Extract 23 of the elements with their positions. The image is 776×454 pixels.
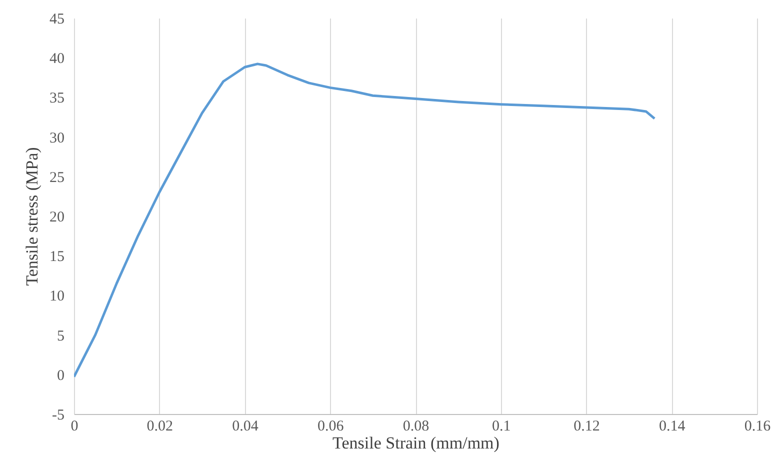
y-tick-label: 10 xyxy=(50,288,64,305)
y-tick-label: 15 xyxy=(50,249,64,266)
y-tick-label: 0 xyxy=(57,368,64,384)
y-tick-label: -5 xyxy=(52,408,64,424)
line-series xyxy=(74,62,656,378)
x-tick-label: 0.16 xyxy=(744,418,772,434)
y-tick-label: 45 xyxy=(50,12,64,28)
y-tick-label: 25 xyxy=(50,170,64,186)
x-axis-title: Tensile Strain (mm/mm) xyxy=(332,434,500,452)
x-tick-label: 0.14 xyxy=(659,418,686,434)
x-tick-label: 0.04 xyxy=(232,418,259,434)
y-axis-title: Tensile stress (MPa) xyxy=(22,147,42,286)
y-tick-label: 5 xyxy=(57,328,64,344)
x-tick-label: 0 xyxy=(70,418,78,434)
x-tick-label: 0.1 xyxy=(492,418,511,434)
x-tick-label: 0.08 xyxy=(402,418,430,434)
y-tick-label: 30 xyxy=(50,130,64,146)
y-tick-label: 40 xyxy=(50,51,64,68)
x-tick-label: 0.12 xyxy=(574,418,600,434)
y-tick-label: 35 xyxy=(50,90,64,107)
x-tick-label: 0.02 xyxy=(146,418,173,434)
y-tick-label: 20 xyxy=(50,210,64,226)
x-tick-label: 0.06 xyxy=(318,418,344,434)
